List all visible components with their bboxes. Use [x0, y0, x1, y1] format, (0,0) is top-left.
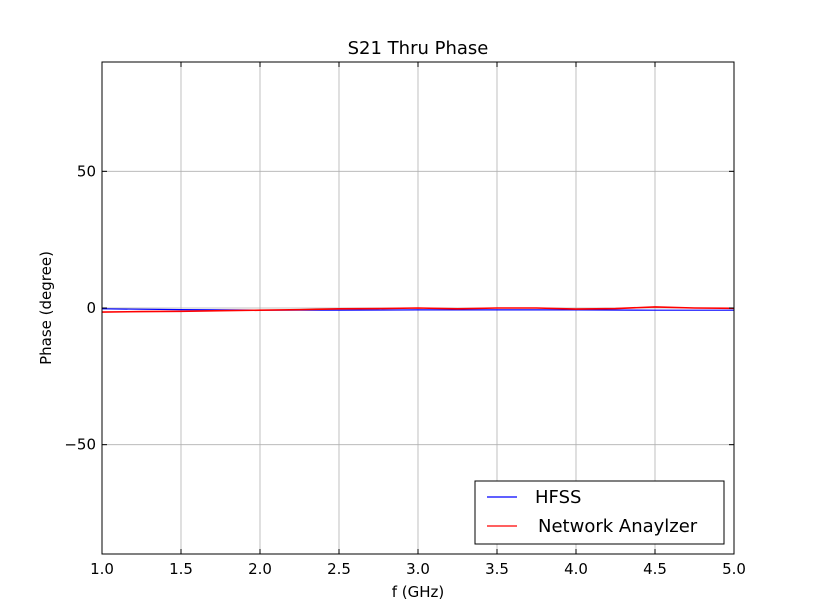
x-tick-label: 4.5	[643, 560, 667, 578]
x-tick-label: 2.0	[248, 560, 272, 578]
x-tick-label: 3.5	[485, 560, 509, 578]
x-tick-label: 2.5	[327, 560, 351, 578]
legend-label-network-analyzer: Network Anaylzer	[538, 516, 698, 537]
x-tick-label: 5.0	[722, 560, 746, 578]
series-layer	[101, 306, 735, 313]
legend: HFSS Network Anaylzer	[474, 480, 725, 545]
series-line-hfss	[101, 308, 734, 311]
x-tick-label: 1.5	[169, 560, 193, 578]
ticks: 1.0 1.5 2.0 2.5 3.0 3.5 4.0 4.5 5.0 −50 0 50	[64, 62, 746, 578]
chart-title: S21 Thru Phase	[348, 38, 489, 59]
legend-label-hfss: HFSS	[535, 487, 581, 508]
x-tick-label: 1.0	[90, 560, 114, 578]
y-tick-label: 0	[86, 299, 96, 317]
x-tick-label: 4.0	[564, 560, 588, 578]
y-axis-label: Phase (degree)	[37, 251, 55, 365]
y-tick-label: −50	[64, 436, 96, 454]
series-line-network-analyzer	[101, 306, 735, 313]
legend-box	[474, 480, 725, 545]
y-tick-label: 50	[77, 162, 96, 180]
x-axis-label: f (GHz)	[392, 583, 445, 601]
x-tick-label: 3.0	[406, 560, 430, 578]
